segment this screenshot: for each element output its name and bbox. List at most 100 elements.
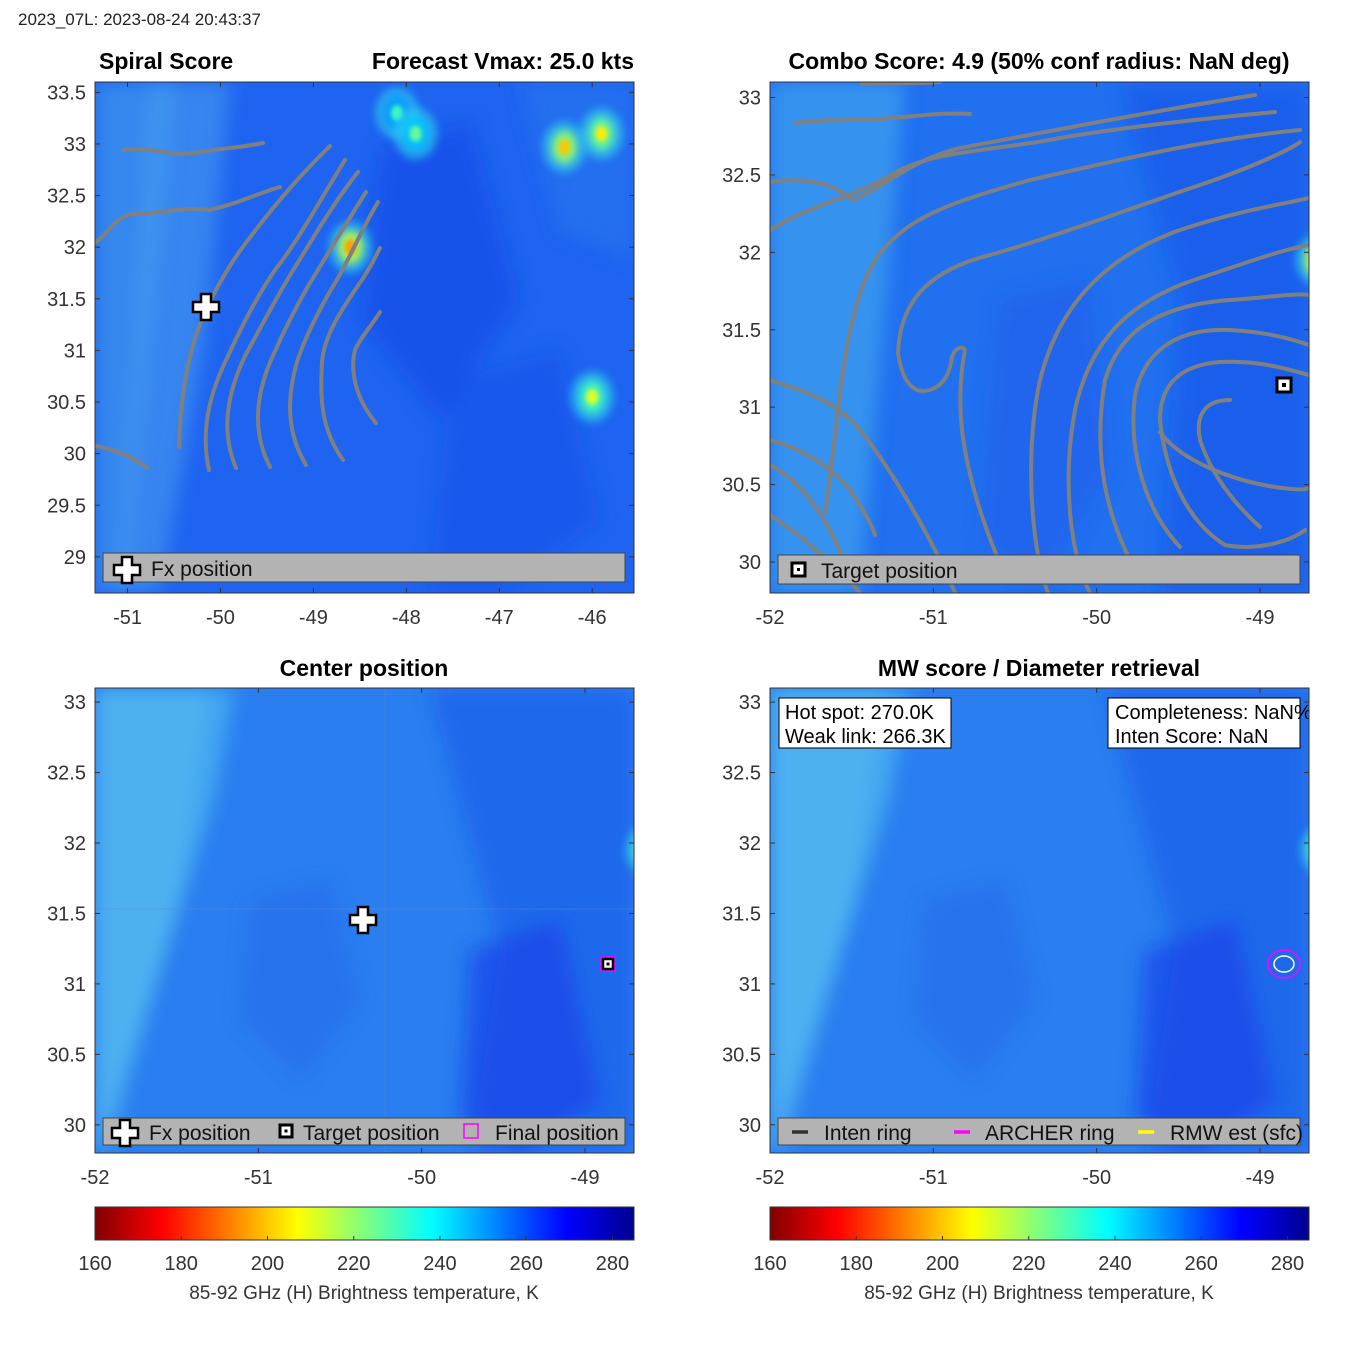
colorbar-right-gradient — [769, 1206, 1310, 1241]
y-tick-label: 32 — [64, 833, 86, 855]
y-tick-label: 32 — [64, 237, 86, 259]
combo-hotspot — [1304, 246, 1309, 274]
y-tick-label: 30 — [64, 444, 86, 466]
y-tick-label: 32.5 — [722, 763, 761, 785]
y-tick-label: 30.5 — [722, 1044, 761, 1066]
combo-score-panel: Combo Score: 4.9 (50% conf radius: NaN d… — [722, 48, 1323, 629]
y-tick-label: 33 — [739, 87, 761, 109]
mw-axes-frame — [769, 687, 1310, 1154]
spiral-contours — [95, 141, 382, 472]
mw-heatmap-texture — [770, 688, 1309, 1153]
spiral-hotspot-core — [409, 125, 422, 142]
colorbar-tick-label: 240 — [423, 1253, 456, 1275]
x-tick-label: -49 — [1246, 1167, 1275, 1189]
y-tick-label: 32.5 — [47, 763, 86, 785]
combo-hotspot-core — [1311, 252, 1323, 268]
center-x-ticks: -52 -51 -50 -49 — [81, 688, 600, 1189]
spiral-hotspot-core — [595, 125, 608, 142]
colorbar-tick-label: 220 — [1012, 1253, 1045, 1275]
combo-axes-frame — [769, 81, 1310, 594]
y-tick-label: 32.5 — [47, 186, 86, 208]
spiral-title-right: Forecast Vmax: 25.0 kts — [372, 48, 634, 74]
mw-weak-link-text: Weak link: 266.3K — [785, 726, 946, 748]
colorbar-tick-label: 160 — [78, 1253, 111, 1275]
center-heatmap-texture — [95, 688, 634, 1153]
mw-legend-rmw: RMW est (sfc) — [1170, 1122, 1303, 1145]
center-title: Center position — [280, 655, 449, 681]
y-tick-label: 30 — [64, 1115, 86, 1137]
mw-completeness-text: Completeness: NaN% — [1115, 702, 1312, 724]
combo-target-marker — [1275, 376, 1293, 394]
center-legend: Fx position Target position Final positi… — [102, 1117, 626, 1148]
y-tick-label: 31 — [64, 340, 86, 362]
spiral-score-panel: Spiral Score Forecast Vmax: 25.0 kts — [47, 48, 635, 629]
x-tick-label: -46 — [578, 607, 607, 629]
mw-inten-score-text: Inten Score: NaN — [1115, 726, 1268, 748]
combo-legend: Target position — [777, 554, 1301, 585]
mw-hotspot — [1309, 833, 1335, 867]
y-tick-label: 33 — [64, 134, 86, 156]
x-tick-label: -49 — [571, 1167, 600, 1189]
y-tick-label: 31.5 — [47, 903, 86, 925]
x-tick-label: -47 — [485, 607, 514, 629]
combo-hot-spots — [1295, 235, 1323, 285]
colorbar-tick-label: 180 — [165, 1253, 198, 1275]
mw-hotspot-core — [1316, 842, 1328, 858]
colorbar-tick-label: 260 — [1185, 1253, 1218, 1275]
center-legend-target: Target position — [303, 1122, 440, 1145]
mw-score-panel: MW score / Diameter retrieval Hot spot: … — [722, 655, 1335, 1189]
center-hot-spots — [625, 829, 660, 871]
center-hotspot-halo — [625, 829, 634, 871]
y-tick-label: 31 — [739, 974, 761, 996]
y-tick-label: 33 — [64, 692, 86, 714]
y-tick-label: 30 — [739, 1115, 761, 1137]
y-tick-label: 31.5 — [722, 903, 761, 925]
combo-x-ticks: -52 -51 -50 -49 — [756, 82, 1275, 629]
x-tick-label: -50 — [1082, 1167, 1111, 1189]
storm-time-label: 2023_07L: 2023-08-24 20:43:37 — [18, 10, 261, 29]
colorbar-left-label: 85-92 GHz (H) Brightness temperature, K — [189, 1283, 539, 1304]
center-target-marker — [600, 956, 616, 972]
y-tick-label: 33 — [739, 692, 761, 714]
spiral-y-ticks: 29 29.5 30 30.5 31 31.5 32 32.5 33 33.5 — [47, 82, 634, 569]
mw-x-ticks: -52 -51 -50 -49 — [756, 688, 1275, 1189]
spiral-axes-frame — [94, 81, 635, 594]
y-tick-label: 32 — [739, 833, 761, 855]
colorbar-left-ticks: 160 180 200 220 240 260 280 — [78, 1236, 629, 1275]
x-tick-label: -50 — [206, 607, 235, 629]
y-tick-label: 29.5 — [47, 495, 86, 517]
y-tick-label: 30.5 — [722, 475, 761, 497]
y-tick-label: 33.5 — [47, 82, 86, 104]
center-hotspot-core — [641, 842, 653, 858]
y-tick-label: 32.5 — [722, 165, 761, 187]
spiral-legend-fx: Fx position — [151, 558, 253, 581]
x-tick-label: -52 — [81, 1167, 110, 1189]
spiral-x-ticks: -51 -50 -49 -48 -47 -46 — [113, 82, 607, 629]
mw-archer-ring — [1267, 949, 1301, 979]
colorbar-tick-label: 200 — [926, 1253, 959, 1275]
colorbar-tick-label: 280 — [1271, 1253, 1304, 1275]
mw-legend: Inten ring ARCHER ring RMW est (sfc) — [777, 1117, 1303, 1146]
x-tick-label: -51 — [919, 1167, 948, 1189]
mw-hotspot-halo — [1300, 829, 1309, 871]
colorbar-left: 160 180 200 220 240 260 280 85-92 GHz (H) Brig… — [78, 1206, 635, 1304]
colorbar-right: 160 180 200 220 240 260 280 85-92 GHz (H) Brig… — [753, 1206, 1310, 1304]
combo-hotspot-halo — [1295, 235, 1309, 285]
center-axes-frame — [94, 687, 635, 1154]
y-tick-label: 30.5 — [47, 392, 86, 414]
mw-info-left: Hot spot: 270.0K Weak link: 266.3K — [778, 697, 952, 749]
x-tick-label: -51 — [919, 607, 948, 629]
y-tick-label: 30 — [739, 552, 761, 574]
x-tick-label: -49 — [1246, 607, 1275, 629]
combo-legend-target: Target position — [821, 560, 958, 583]
mw-hot-spots — [1300, 829, 1335, 871]
y-tick-label: 32 — [739, 242, 761, 264]
spiral-hotspot-core — [586, 388, 599, 405]
combo-title: Combo Score: 4.9 (50% conf radius: NaN d… — [789, 48, 1290, 74]
center-hotspot — [634, 833, 660, 867]
mw-y-ticks: 30 30.5 31 31.5 32 32.5 33 — [722, 692, 1309, 1137]
colorbar-tick-label: 200 — [251, 1253, 284, 1275]
x-tick-label: -48 — [392, 607, 421, 629]
center-position-panel: Center position — [47, 655, 660, 1189]
colorbar-tick-label: 180 — [840, 1253, 873, 1275]
